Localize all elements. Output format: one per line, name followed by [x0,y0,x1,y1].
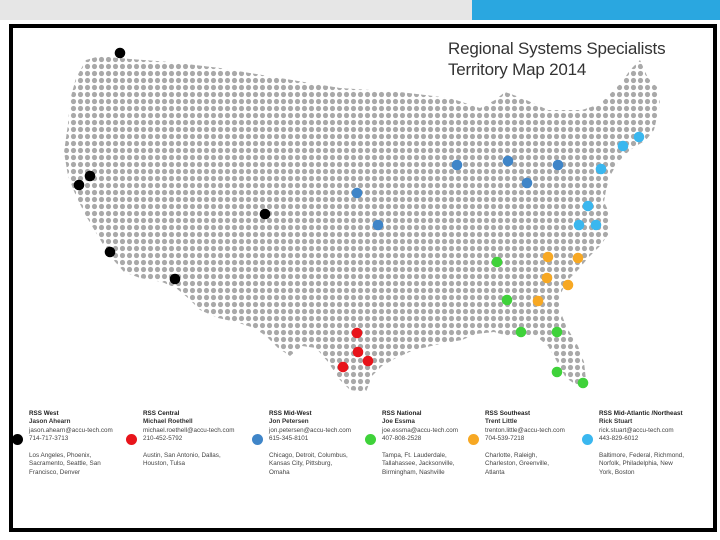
legend-central: RSS Central Michael Roethell michael.roeth… [143,410,234,469]
legend-city-line: Chicago, Detroit, Columbus, [269,452,348,460]
legend-dot-west [12,434,23,445]
legend-region: RSS National [382,410,422,417]
legend-city-line: Houston, Tulsa [143,460,186,468]
legend-city-line: Los Angeles, Phoenix, [29,452,92,460]
legend-cities: Austin, San Antonio, Dallas, Houston, Tul… [143,452,234,469]
marker-national-1 [491,256,503,268]
title-line-2: Territory Map 2014 [448,60,587,79]
legend-contact-name: Trent Little [485,418,518,426]
legend-phone: 714-717-3713 [29,434,69,442]
legend-city-line: York, Boston [599,468,635,476]
marker-southeast-2 [572,252,584,264]
legend-national: RSS National Joe Essma joe.essma@accu-tech… [382,410,458,477]
marker-national-3 [515,326,527,338]
legend-city-line: Atlanta [485,468,505,476]
marker-southeast-5 [532,295,544,307]
marker-midatlantic-3 [595,163,607,175]
marker-central-2 [352,346,364,358]
legend-midwest: RSS Mid-West Jon Petersen jon.petersen@acc… [269,410,351,477]
marker-midatlantic-1 [633,131,645,143]
title-line-1: Regional Systems Specialists [448,39,666,58]
legend-city-line: Tampa, Ft. Lauderdale, [382,452,447,460]
marker-midatlantic-4 [582,200,594,212]
legend-dot-central [126,434,137,445]
legend-city-line: Kansas City, Pittsburg, [269,460,333,468]
legend-dot-southeast [468,434,479,445]
marker-national-6 [577,377,589,389]
marker-west-1 [114,47,126,59]
legend-city-line: Francisco, Denver [29,468,81,476]
marker-central-4 [337,361,349,373]
legend-midatlantic: RSS Mid-Atlantic /Northeast Rick Stuart ri… [599,410,684,477]
legend-email: joe.essma@accu-tech.com [382,426,459,434]
marker-southeast-1 [542,251,554,263]
legend-region: RSS Central [143,410,180,417]
legend-contact-name: Jason Ahearn [29,418,71,426]
marker-central-1 [351,327,363,339]
marker-west-3 [73,179,85,191]
marker-midatlantic-2 [617,140,629,152]
legend-city-line: Omaha [269,468,290,476]
marker-midatlantic-6 [590,219,602,231]
top-bar [0,0,720,20]
legend-southeast: RSS Southeast Trent Little trenton.little@… [485,410,565,477]
marker-midwest-4 [521,177,533,189]
top-bar-accent [472,0,720,20]
legend-region: RSS West [29,410,59,417]
legend-phone: 443-829-6012 [599,434,639,442]
legend-phone: 704-539-7218 [485,434,525,442]
marker-midwest-1 [451,159,463,171]
marker-southeast-4 [562,279,574,291]
legend-region: RSS Mid-Atlantic /Northeast [599,410,683,417]
marker-west-6 [169,273,181,285]
legend-city-line: Austin, San Antonio, Dallas, [143,452,221,460]
legend-cities: Baltimore, Federal, Richmond, Norfolk, Ph… [599,452,684,477]
legend-city-line: Sacramento, Seattle, San [29,460,101,468]
legend-email: jon.petersen@accu-tech.com [269,426,351,434]
legend-dot-midatlantic [582,434,593,445]
legend-city-line: Tallahassee, Jacksonville, [382,460,455,468]
legend-west: RSS West Jason Ahearn jason.ahearn@accu-te… [29,410,113,477]
legend-city-line: Norfolk, Philadelphia, New [599,460,673,468]
legend-dot-midwest [252,434,263,445]
marker-west-5 [104,246,116,258]
marker-midwest-3 [552,159,564,171]
legend-region: RSS Southeast [485,410,531,417]
marker-midwest-6 [372,219,384,231]
legend-city-line: Charleston, Greenville, [485,460,550,468]
legend-city-line: Birmingham, Nashville [382,468,445,476]
legend-region: RSS Mid-West [269,410,312,417]
marker-national-4 [551,326,563,338]
legend-city-line: Baltimore, Federal, Richmond, [599,452,685,460]
legend-phone: 210-452-5792 [143,434,183,442]
marker-midwest-2 [502,155,514,167]
legend-cities: Tampa, Ft. Lauderdale, Tallahassee, Jacks… [382,452,458,477]
legend-contact-name: Michael Roethell [143,418,193,426]
marker-west-2 [84,170,96,182]
marker-midwest-5 [351,187,363,199]
legend-cities: Charlotte, Raleigh, Charleston, Greenvill… [485,452,565,477]
map-title: Regional Systems Specialists Territory M… [448,38,666,80]
legend-cities: Chicago, Detroit, Columbus, Kansas City, … [269,452,351,477]
marker-southeast-3 [541,272,553,284]
legend-contact-name: Jon Petersen [269,418,309,426]
legend-cities: Los Angeles, Phoenix, Sacramento, Seattle… [29,452,113,477]
marker-central-3 [362,355,374,367]
legend-contact-name: Rick Stuart [599,418,633,426]
marker-midatlantic-5 [573,219,585,231]
legend-email: jason.ahearn@accu-tech.com [29,426,113,434]
marker-national-5 [551,366,563,378]
legend-email: michael.roethell@accu-tech.com [143,426,235,434]
legend-dot-national [365,434,376,445]
legend-city-line: Charlotte, Raleigh, [485,452,538,460]
legend-email: rick.stuart@accu-tech.com [599,426,674,434]
marker-west-4 [259,208,271,220]
legend-email: trenton.little@accu-tech.com [485,426,565,434]
marker-national-2 [501,294,513,306]
legend-contact-name: Joe Essma [382,418,415,426]
legend-phone: 407-808-2528 [382,434,422,442]
legend-phone: 615-345-8101 [269,434,309,442]
